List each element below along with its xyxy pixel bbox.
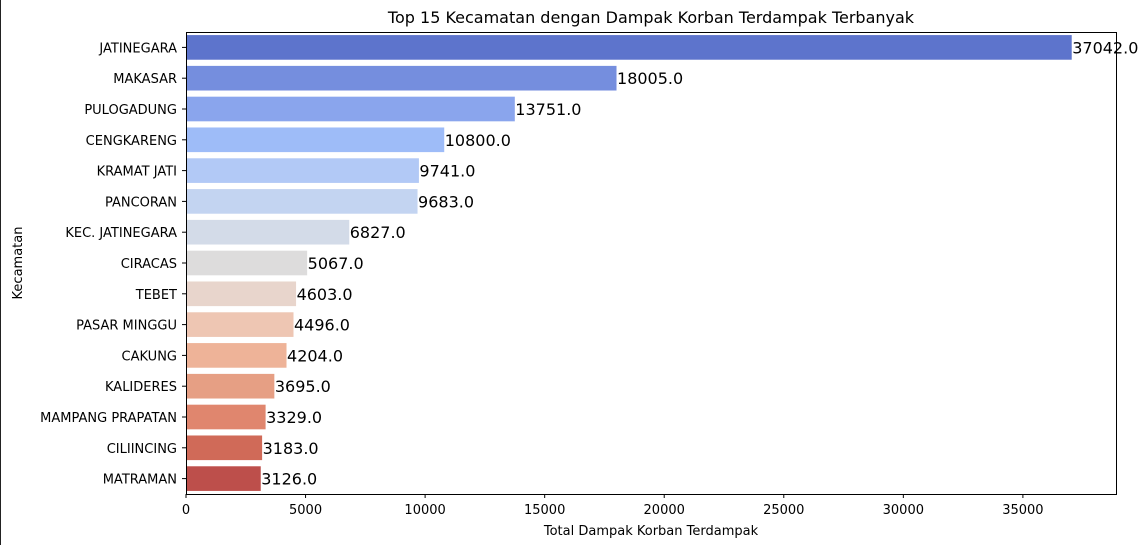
bar-value-label: 9683.0	[418, 192, 474, 211]
bar-value-label: 4204.0	[287, 346, 343, 365]
x-tick-label: 0	[182, 503, 190, 518]
x-tick-label: 25000	[763, 503, 804, 518]
bar	[186, 404, 266, 430]
bar-value-label: 4496.0	[294, 316, 350, 335]
bar	[186, 312, 294, 337]
y-tick-label: JATINEGARA	[98, 41, 177, 56]
x-tick-label: 30000	[883, 503, 924, 518]
y-tick-label: TEBET	[135, 288, 177, 303]
bar	[186, 466, 261, 491]
bar	[186, 65, 617, 91]
x-tick-label: 35000	[1002, 503, 1043, 518]
y-tick-label: CENGKARENG	[86, 134, 177, 149]
y-tick-label: CIRACAS	[121, 257, 177, 272]
y-tick-label: PANCORAN	[105, 195, 177, 210]
y-tick-label: CAKUNG	[122, 349, 177, 364]
x-tick-label: 5000	[289, 503, 322, 518]
bars-group	[186, 35, 1072, 491]
bar	[186, 435, 263, 461]
y-tick-label: KALIDERES	[105, 380, 177, 395]
bar	[186, 219, 350, 245]
bar-value-label: 6827.0	[350, 223, 406, 242]
bar	[186, 343, 287, 368]
chart-title: Top 15 Kecamatan dengan Dampak Korban Te…	[387, 8, 915, 27]
y-tick-label: KRAMAT JATI	[97, 165, 177, 180]
y-axis-ticks: JATINEGARA MAKASAR PULOGADUNG CENGKARENG KRA…	[40, 41, 186, 488]
x-tick-label: 10000	[404, 503, 445, 518]
bar-value-label: 5067.0	[308, 254, 364, 273]
y-tick-label: MATRAMAN	[103, 473, 177, 488]
y-tick-label: MAMPANG PRAPATAN	[40, 411, 177, 426]
bar-value-label: 4603.0	[297, 285, 353, 304]
bar-value-label: 9741.0	[419, 162, 475, 181]
bar-value-label: 3126.0	[261, 470, 317, 489]
bar-value-label: 10800.0	[445, 131, 511, 150]
bar-value-label: 3695.0	[275, 377, 331, 396]
x-axis-ticks: 0 5000 10000 15000 20000 25000 30000 35000	[182, 494, 1044, 518]
y-tick-label: MAKASAR	[113, 72, 177, 87]
y-tick-label: KEC. JATINEGARA	[65, 226, 177, 241]
y-tick-label: PULOGADUNG	[84, 103, 177, 118]
x-axis-label: Total Dampak Korban Terdampak	[543, 524, 759, 539]
y-tick-label: CILIINCING	[107, 442, 177, 457]
bar	[186, 35, 1072, 60]
x-tick-label: 20000	[644, 503, 685, 518]
bar	[186, 281, 297, 307]
bar	[186, 189, 418, 214]
y-tick-label: PASAR MINGGU	[76, 319, 177, 334]
bar-value-label: 13751.0	[515, 100, 581, 119]
bar	[186, 373, 275, 399]
bar	[186, 127, 445, 153]
bar	[186, 96, 515, 122]
bar	[186, 158, 419, 183]
bar-value-label: 3329.0	[266, 408, 322, 427]
bar-value-label: 3183.0	[263, 439, 319, 458]
bar-value-label: 18005.0	[617, 69, 683, 88]
bar	[186, 250, 308, 276]
y-axis-label: Kecamatan	[11, 227, 26, 300]
x-tick-label: 15000	[524, 503, 565, 518]
plot-frame	[186, 32, 1117, 495]
bar-value-label: 37042.0	[1072, 38, 1138, 57]
